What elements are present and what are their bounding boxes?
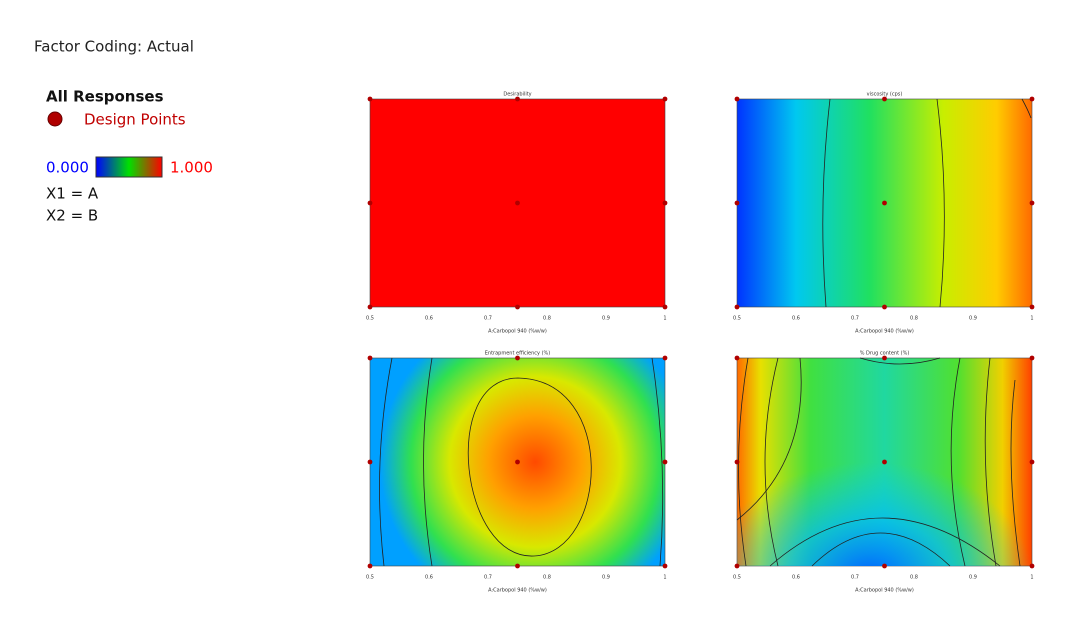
design-point (882, 355, 887, 361)
design-point (1029, 563, 1035, 569)
plot-title: % Drug content (%) (860, 351, 910, 357)
design-point (367, 563, 373, 569)
color-bar (95, 156, 163, 178)
x-axis-label: A:Carbopol 940 (%w/w) (855, 329, 914, 335)
contour-line (1021, 98, 1032, 119)
x-tick-label: 0.8 (543, 575, 551, 581)
design-point (882, 459, 887, 465)
x-tick-label: 0.8 (910, 316, 918, 322)
contour-line (423, 357, 433, 567)
contour-line (736, 357, 802, 521)
plot-title: Desirability (503, 92, 531, 98)
design-point (515, 355, 520, 361)
x-tick-label: 0.9 (602, 575, 610, 581)
design-point (1029, 96, 1035, 102)
x-tick-label: 0.6 (792, 575, 800, 581)
x-tick-label: 0.8 (543, 316, 551, 322)
legend-high: 1.000 (170, 159, 213, 177)
legend-title: All Responses (46, 88, 164, 106)
design-point (734, 355, 740, 361)
design-point (367, 459, 373, 465)
design-point (515, 200, 520, 206)
design-point (734, 563, 740, 569)
design-point (882, 304, 887, 310)
contour-line (984, 357, 997, 567)
contour-line (859, 357, 941, 365)
x-tick-label: 0.5 (733, 575, 741, 581)
plot-title: viscosity (cps) (867, 92, 903, 98)
design-point (1029, 459, 1035, 465)
x-tick-label: 0.5 (733, 316, 741, 322)
contour-line (811, 532, 951, 567)
contour-plot: Entrapment efficiency (%) A:Carbopol 940 … (366, 351, 668, 594)
x-tick-label: 0.5 (366, 575, 374, 581)
contour-plot: Desirability A:Carbopol 940 (%w/w) 0.5 0.6 0… (366, 92, 668, 335)
design-point (662, 459, 668, 465)
factor-coding: Factor Coding: Actual (34, 38, 194, 56)
x-tick-label: 0.8 (910, 575, 918, 581)
contour-line (764, 357, 779, 567)
legend-low: 0.000 (46, 159, 89, 177)
x-tick-label: 0.7 (484, 575, 492, 581)
contour-line (822, 98, 831, 308)
design-point (662, 304, 668, 310)
x-tick-label: 0.7 (851, 316, 859, 322)
legend-x2: X2 = B (46, 207, 98, 225)
x-tick-label: 0.7 (851, 575, 859, 581)
design-point (367, 355, 373, 361)
contour-line (769, 517, 1001, 567)
design-point (1029, 200, 1035, 206)
x-tick-label: 0.9 (969, 575, 977, 581)
design-point (734, 459, 740, 465)
design-point (734, 96, 740, 102)
x-axis-label: A:Carbopol 940 (%w/w) (488, 588, 547, 594)
contour-plot: viscosity (cps) A:Carbopol 940 (%w/w) 0.5 0… (733, 92, 1035, 335)
design-point (882, 96, 887, 102)
design-point (515, 96, 520, 102)
x-tick-label: 0.5 (366, 316, 374, 322)
design-point (367, 96, 373, 102)
design-point (662, 96, 668, 102)
x-tick-label: 1 (663, 316, 666, 322)
design-point (367, 200, 373, 206)
x-tick-label: 1 (1030, 575, 1033, 581)
design-point (367, 304, 373, 310)
contour-line (950, 357, 966, 567)
x-tick-label: 0.6 (425, 575, 433, 581)
x-tick-label: 0.9 (969, 316, 977, 322)
x-tick-label: 0.6 (425, 316, 433, 322)
legend-points: Design Points (84, 111, 186, 129)
x-tick-label: 0.9 (602, 316, 610, 322)
design-point (1029, 304, 1035, 310)
contour-line (379, 357, 393, 567)
contour-line (1010, 379, 1021, 567)
plot-title: Entrapment efficiency (%) (485, 351, 551, 357)
x-axis-label: A:Carbopol 940 (%w/w) (855, 588, 914, 594)
design-point (882, 563, 887, 569)
design-point (882, 200, 887, 206)
design-point (662, 563, 668, 569)
contour-line (936, 98, 945, 308)
contour-line (467, 377, 592, 557)
contour-plot: % Drug content (%) A:Carbopol 940 (%w/w) 0… (733, 351, 1035, 594)
legend-x1: X1 = A (46, 185, 99, 203)
design-point-icon (47, 111, 63, 127)
x-tick-label: 0.7 (484, 316, 492, 322)
x-axis-label: A:Carbopol 940 (%w/w) (488, 329, 547, 335)
design-point (662, 200, 668, 206)
x-tick-label: 1 (1030, 316, 1033, 322)
x-tick-label: 1 (663, 575, 666, 581)
design-point (734, 200, 740, 206)
design-point (515, 563, 520, 569)
design-point (734, 304, 740, 310)
design-point (662, 355, 668, 361)
design-point (515, 304, 520, 310)
contour-line (651, 357, 664, 567)
design-point (515, 459, 520, 465)
x-tick-label: 0.6 (792, 316, 800, 322)
design-point (1029, 355, 1035, 361)
